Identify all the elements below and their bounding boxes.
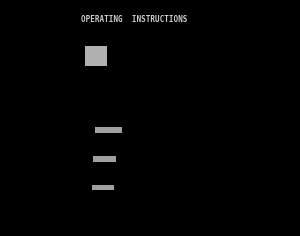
Text: OPERATING  INSTRUCTIONS: OPERATING INSTRUCTIONS [81,15,188,24]
Bar [93,156,116,162]
Bar [94,127,122,133]
Bar [85,46,106,66]
Bar [92,185,114,190]
